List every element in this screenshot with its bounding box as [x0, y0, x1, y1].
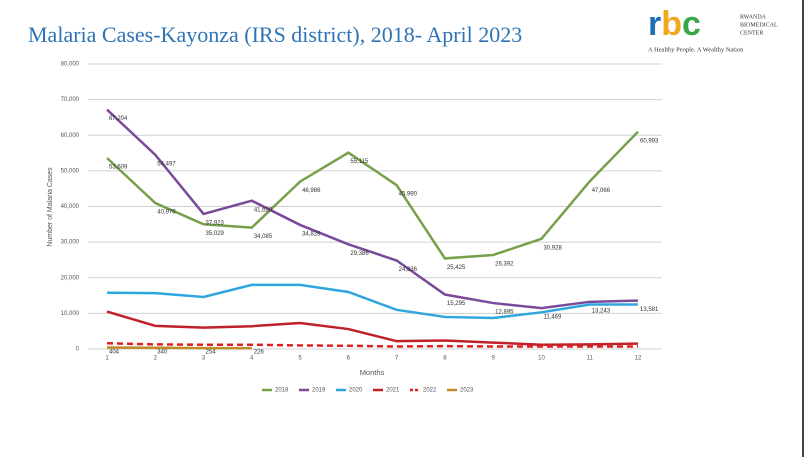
- data-label: 37,923: [206, 220, 225, 226]
- x-tick-label: 12: [635, 356, 642, 362]
- y-tick-label: 20,000: [61, 275, 80, 281]
- logo-letter: b: [661, 5, 682, 43]
- data-label: 254: [206, 350, 217, 356]
- y-tick-label: 50,000: [61, 168, 80, 174]
- data-label: 55,115: [350, 159, 369, 165]
- data-label: 226: [254, 350, 265, 356]
- y-tick-label: 60,000: [61, 133, 80, 139]
- x-tick-label: 1: [105, 356, 109, 362]
- x-tick-label: 7: [395, 356, 399, 362]
- y-tick-label: 30,000: [61, 240, 80, 246]
- data-label: 24,836: [399, 267, 418, 273]
- data-label: 25,425: [447, 265, 466, 271]
- x-tick-label: 3: [202, 356, 206, 362]
- data-label: 404: [109, 350, 120, 356]
- data-label: 54,497: [157, 161, 176, 167]
- series-line: [106, 346, 252, 350]
- data-label: 15,295: [447, 301, 466, 307]
- data-label: 12,895: [495, 310, 514, 316]
- org-name: RWANDA: [740, 14, 767, 20]
- data-label: 34,828: [302, 232, 321, 238]
- logo-letter: r: [648, 5, 661, 43]
- data-label: 13,581: [640, 307, 659, 313]
- data-label: 26,392: [495, 262, 514, 268]
- legend-label: 2018: [275, 388, 289, 394]
- y-tick-label: 80,000: [61, 62, 80, 68]
- data-label: 41,628: [254, 207, 273, 213]
- series-line: [106, 342, 638, 348]
- x-tick-label: 6: [347, 356, 351, 362]
- data-label: 60,993: [640, 138, 659, 144]
- series-line: [106, 108, 639, 310]
- org-name: CENTER: [740, 30, 763, 36]
- x-tick-label: 5: [298, 356, 302, 362]
- x-tick-label: 9: [492, 356, 496, 362]
- legend-label: 2019: [312, 388, 326, 394]
- y-tick-label: 70,000: [61, 97, 80, 103]
- data-label: 53,609: [109, 165, 128, 171]
- data-label: 340: [157, 350, 168, 356]
- legend-label: 2022: [423, 388, 437, 394]
- data-label: 67,204: [109, 116, 128, 122]
- data-label: 35,029: [206, 231, 225, 237]
- tagline: A Healthy People. A Wealthy Nation: [648, 46, 744, 53]
- y-tick-label: 40,000: [61, 204, 80, 210]
- data-label: 40,978: [157, 210, 176, 216]
- legend-label: 2023: [460, 388, 474, 394]
- x-tick-label: 11: [587, 356, 594, 362]
- data-label: 45,990: [399, 192, 418, 198]
- series-line: [106, 130, 639, 260]
- legend-label: 2021: [386, 388, 400, 394]
- x-tick-label: 2: [154, 356, 158, 362]
- data-label: 30,928: [543, 245, 562, 251]
- x-tick-label: 10: [538, 356, 545, 362]
- data-label: 34,085: [254, 234, 273, 240]
- org-name: BIOMEDICAL: [740, 22, 778, 28]
- series-line: [106, 283, 638, 320]
- data-label: 13,243: [592, 308, 611, 314]
- data-label: 29,386: [350, 251, 369, 257]
- y-tick-label: 10,000: [61, 311, 80, 317]
- y-tick-label: 0: [76, 347, 80, 353]
- series-line: [106, 310, 639, 346]
- data-label: 47,066: [592, 188, 611, 194]
- data-label: 11,469: [543, 315, 562, 321]
- legend-label: 2020: [349, 388, 363, 394]
- x-tick-label: 4: [250, 356, 254, 362]
- x-axis-label: Months: [360, 368, 385, 377]
- logo: rbc: [648, 5, 701, 43]
- x-tick-label: 8: [443, 356, 447, 362]
- y-axis-label: Number of Malaria Cases: [47, 167, 54, 247]
- slide-title: Malaria Cases-Kayonza (IRS district), 20…: [28, 22, 522, 47]
- logo-letter: c: [682, 5, 701, 43]
- data-label: 46,986: [302, 188, 321, 194]
